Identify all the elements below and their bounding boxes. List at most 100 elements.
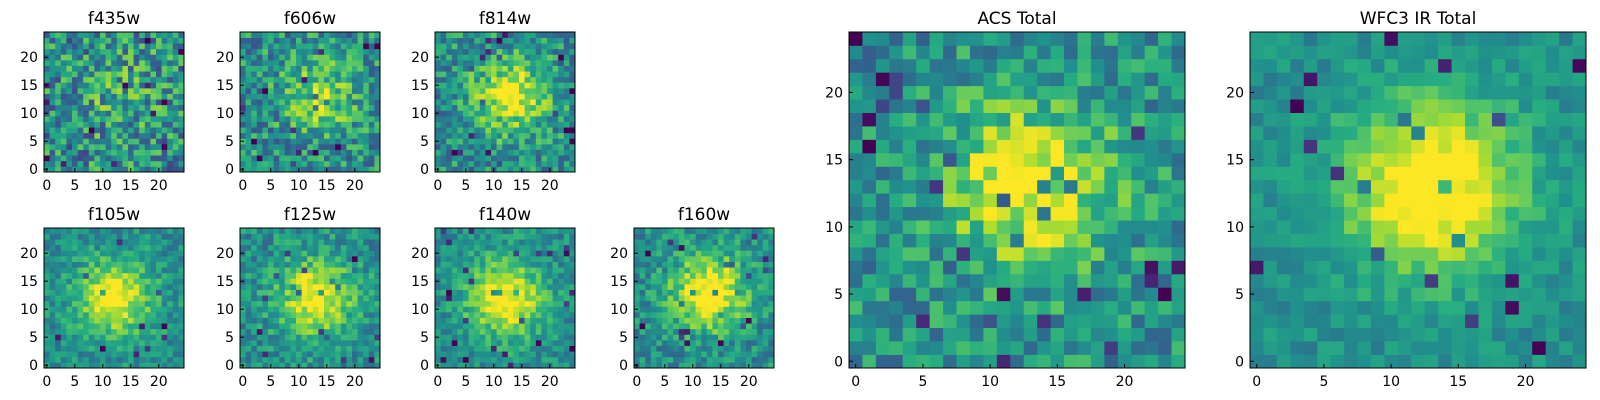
heatmap-cell — [507, 256, 514, 262]
heatmap-cell — [916, 354, 930, 369]
heatmap-cell — [435, 300, 441, 307]
heatmap-cell — [116, 144, 123, 150]
heatmap-cell — [519, 351, 525, 358]
heatmap-cell — [60, 328, 67, 335]
heatmap-cell — [468, 82, 475, 89]
heatmap-cell — [346, 149, 353, 156]
heatmap-cell — [44, 121, 50, 128]
heatmap-cell — [1171, 220, 1186, 234]
heatmap-cell — [1077, 260, 1092, 275]
heatmap-cell — [335, 60, 342, 66]
heatmap-cell — [66, 362, 73, 369]
heatmap-cell — [650, 328, 657, 335]
heatmap-cell — [530, 121, 537, 128]
heatmap-cell — [55, 300, 62, 307]
heatmap-cell — [72, 127, 78, 134]
heatmap-cell — [156, 317, 162, 324]
heatmap-cell — [251, 261, 258, 268]
heatmap-cell — [474, 228, 481, 234]
heatmap-cell — [262, 76, 269, 83]
heatmap-cell — [502, 144, 509, 150]
heatmap-cell — [712, 289, 719, 296]
heatmap-cell — [474, 334, 481, 341]
y-tick-label: 20 — [216, 246, 234, 262]
heatmap-cell — [256, 272, 263, 279]
heatmap-cell — [312, 272, 319, 279]
heatmap-cell — [262, 65, 269, 72]
heatmap-cell — [435, 345, 441, 352]
heatmap-cell — [273, 71, 280, 78]
heatmap-cell — [83, 323, 90, 330]
heatmap-cell — [251, 250, 258, 257]
heatmap-cell — [307, 362, 314, 369]
heatmap-cell — [161, 239, 168, 246]
heatmap-cell — [712, 345, 719, 352]
heatmap-cell — [128, 267, 134, 274]
heatmap-cell — [479, 289, 486, 296]
heatmap-cell — [284, 295, 291, 302]
heatmap-cell — [563, 334, 570, 341]
heatmap-cell — [77, 256, 84, 262]
heatmap-cell — [312, 60, 319, 66]
heatmap-cell — [729, 228, 736, 234]
heatmap-cell — [768, 256, 775, 262]
heatmap-cell — [111, 155, 118, 162]
heatmap-cell — [1144, 152, 1159, 167]
heatmap-cell — [312, 323, 319, 330]
heatmap-cell — [284, 289, 291, 296]
heatmap-cell — [491, 37, 497, 44]
heatmap-cell — [83, 60, 90, 66]
heatmap-cell — [530, 334, 537, 341]
heatmap-cell — [569, 233, 576, 240]
heatmap-cell — [463, 295, 469, 302]
heatmap-cell — [296, 121, 302, 128]
heatmap-cell — [156, 256, 162, 262]
heatmap-cell — [312, 256, 319, 262]
heatmap-cell — [88, 82, 95, 89]
heatmap-cell — [133, 278, 140, 285]
heatmap-cell — [290, 334, 297, 341]
heatmap-cell — [128, 43, 134, 50]
heatmap-cell — [496, 239, 503, 246]
heatmap-cell — [251, 244, 258, 251]
heatmap-cell — [446, 300, 453, 307]
heatmap-cell — [77, 272, 84, 279]
heatmap-cell — [256, 149, 263, 156]
heatmap-cell — [128, 37, 134, 44]
heatmap-cell — [712, 261, 719, 268]
heatmap-cell — [139, 312, 146, 318]
heatmap-cell — [357, 244, 364, 251]
heatmap-cell — [902, 193, 917, 208]
heatmap-cell — [734, 284, 741, 290]
heatmap-cell — [88, 295, 95, 302]
heatmap-cell — [374, 166, 381, 173]
heatmap-cell — [363, 267, 370, 274]
heatmap-cell — [751, 239, 758, 246]
heatmap-cell — [318, 37, 325, 44]
heatmap-cell — [296, 132, 302, 139]
heatmap-cell — [60, 334, 67, 341]
heatmap-cell — [178, 132, 185, 139]
heatmap-cell — [1144, 247, 1159, 261]
heatmap-cell — [849, 179, 863, 194]
heatmap-cell — [762, 272, 769, 279]
heatmap-cell — [116, 239, 123, 246]
heatmap-cell — [83, 88, 90, 94]
heatmap-cell — [496, 323, 503, 330]
heatmap-cell — [273, 317, 280, 324]
heatmap-cell — [468, 43, 475, 50]
heatmap-cell — [172, 48, 179, 55]
heatmap-cell — [335, 104, 342, 111]
heatmap-cell — [111, 160, 118, 167]
heatmap-cell — [768, 239, 775, 246]
heatmap-cell — [547, 250, 553, 257]
heatmap-cell — [1064, 220, 1078, 234]
heatmap-cell — [563, 239, 570, 246]
heatmap-cell — [245, 239, 252, 246]
heatmap-cell — [862, 300, 877, 315]
heatmap-cell — [558, 60, 565, 66]
heatmap-cell — [150, 228, 157, 234]
heatmap-cell — [524, 323, 531, 330]
heatmap-cell — [435, 160, 441, 167]
heatmap-cell — [513, 127, 520, 134]
